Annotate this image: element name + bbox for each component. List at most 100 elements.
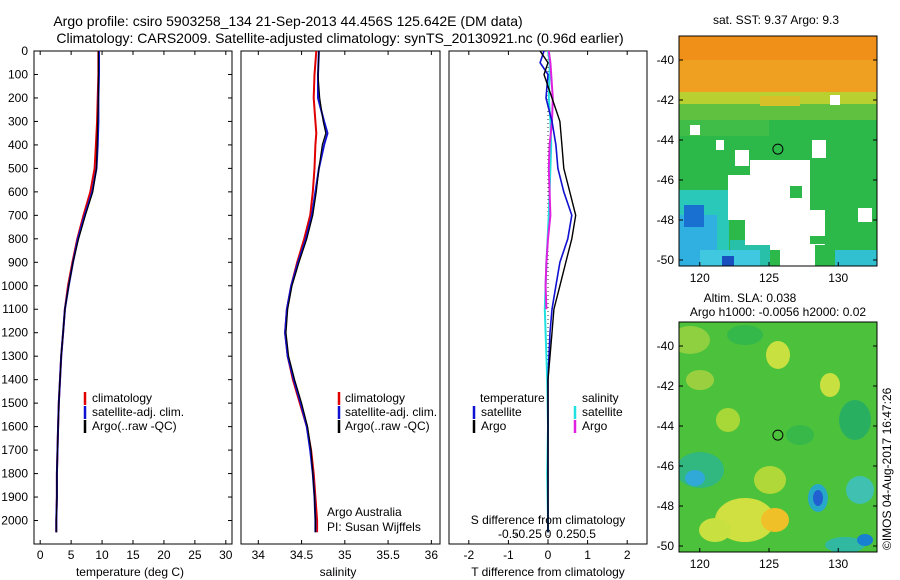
lon-tick-label: 120	[690, 271, 710, 285]
temperature-argo-line	[55, 51, 100, 533]
pi-label: PI: Susan Wijffels	[327, 520, 421, 534]
x-tick-label: 2	[624, 548, 631, 562]
lat-tick-label: -42	[657, 93, 675, 107]
s-difference-tick-label: 0.5	[579, 527, 596, 541]
x-tick-label: 25	[188, 548, 202, 562]
x-tick-label: 34	[252, 548, 266, 562]
depth-tick-label: 900	[8, 255, 28, 269]
lat-tick-label: -50	[657, 539, 675, 553]
legend-title-temperature: temperature	[480, 391, 545, 405]
sst-map-frame	[678, 35, 878, 267]
legend-label-s-satellite: satellite	[582, 405, 623, 419]
legend-label-satellite: satellite-adj. clim.	[345, 405, 437, 419]
lat-tick-label: -44	[657, 133, 675, 147]
sst-map-title: sat. SST: 9.37 Argo: 9.3	[713, 13, 839, 27]
legend-label-t-satellite: satellite	[481, 405, 522, 419]
temperature-axis-label: temperature (deg C)	[76, 565, 184, 579]
x-tick-label: 35.5	[376, 548, 400, 562]
depth-tick-label: 100	[8, 67, 28, 81]
legend-label-s-argo: Argo	[582, 419, 608, 433]
depth-tick-label: 500	[8, 161, 28, 175]
lon-tick-label: 125	[759, 271, 779, 285]
temperature-plot-frame	[33, 50, 233, 545]
s-difference-tick-label: -0.5	[498, 527, 519, 541]
legend-label-satellite: satellite-adj. clim.	[92, 405, 184, 419]
t-difference-axis-label: T difference from climatology	[471, 565, 625, 579]
depth-tick-label: 1100	[2, 302, 28, 316]
temperature-panel: 0100200300400500600700800900100011001200…	[1, 44, 647, 579]
sla-map-subtitle: Argo h1000: -0.0056 h2000: 0.02	[690, 305, 866, 319]
lat-tick-label: -40	[657, 339, 675, 353]
legend-label-argo: Argo(..raw -QC)	[345, 419, 430, 433]
lon-tick-label: 130	[828, 271, 848, 285]
x-tick-label: -1	[503, 548, 514, 562]
t-difference-argo-line	[539, 51, 577, 533]
temperature-diff-legend: temperature satellite Argo	[472, 391, 545, 433]
sst-map-field	[679, 36, 877, 266]
x-tick-label: 30	[219, 548, 233, 562]
x-tick-label: -2	[463, 548, 474, 562]
argo-location-marker	[772, 429, 784, 441]
lat-tick-label: -44	[657, 419, 675, 433]
sst-map-lat-labels: -40 -42 -44 -46 -48 -50	[657, 53, 877, 267]
depth-tick-label: 1900	[1, 490, 28, 504]
legend-label-argo: Argo(..raw -QC)	[92, 419, 177, 433]
x-tick-label: 1	[584, 548, 591, 562]
lat-tick-label: -46	[657, 459, 675, 473]
s-difference-tick-label: 0	[545, 527, 552, 541]
figure-title-line2: Climatology: CARS2009. Satellite-adjuste…	[56, 30, 623, 46]
argo-australia-label: Argo Australia	[327, 505, 402, 519]
lat-tick-label: -48	[657, 499, 675, 513]
depth-tick-label: 200	[8, 91, 28, 105]
sla-map-panel: Altim. SLA: 0.038 Argo h1000: -0.0056 h2…	[657, 291, 878, 571]
imos-timestamp-label: ©IMOS 04-Aug-2017 16:47:26	[880, 387, 894, 550]
salinity-axis-label: salinity	[320, 565, 357, 579]
sla-map-title: Altim. SLA: 0.038	[704, 291, 797, 305]
salinity-plot-frame	[240, 50, 441, 545]
x-tick-label: 34.5	[290, 548, 314, 562]
depth-tick-label: 1200	[1, 326, 28, 340]
depth-tick-label: 300	[8, 114, 28, 128]
depth-tick-label: 400	[8, 138, 28, 152]
s-difference-argo-line	[544, 51, 554, 310]
depth-tick-label: 1300	[1, 349, 28, 363]
s-difference-tick-labels: -0.5-0.25 0 0.25 0.5	[498, 527, 596, 541]
temperature-legend: climatology satellite-adj. clim. Argo(..…	[83, 391, 184, 433]
sst-map-panel: sat. SST: 9.37 Argo: 9.3	[657, 13, 878, 285]
x-tick-label: 35	[338, 548, 352, 562]
s-difference-tick-label: 0.25	[556, 527, 580, 541]
depth-tick-label: 700	[8, 208, 28, 222]
legend-label-t-argo: Argo	[481, 419, 507, 433]
lon-tick-label: 125	[759, 557, 779, 571]
sla-map-lon-labels: 120 125 130	[690, 548, 849, 571]
lon-tick-label: 120	[690, 557, 710, 571]
salinity-argo-line	[285, 51, 327, 533]
depth-tick-label: 2000	[1, 514, 28, 528]
argo-location-marker	[772, 143, 784, 155]
sla-map-lat-labels: -40 -42 -44 -46 -48 -50	[657, 339, 877, 553]
x-tick-label: 20	[157, 548, 171, 562]
x-tick-label: 0	[37, 548, 44, 562]
depth-tick-label: 1000	[1, 279, 28, 293]
x-tick-label: 15	[126, 548, 140, 562]
depth-tick-label: 0	[21, 44, 28, 58]
s-difference-axis-label: S difference from climatology	[471, 513, 626, 527]
temperature-tick-labels: 0 5 10 15 20 25 30	[37, 51, 233, 562]
depth-tick-label: 1500	[1, 396, 28, 410]
salinity-tick-labels: 34 34.5 35 35.5 36	[252, 51, 438, 562]
s-difference-tick-label: -0.25	[515, 527, 543, 541]
lat-tick-label: -48	[657, 213, 675, 227]
legend-label-climatology: climatology	[345, 391, 405, 405]
salinity-legend: climatology satellite-adj. clim. Argo(..…	[337, 391, 437, 433]
x-tick-label: 0	[545, 548, 552, 562]
lat-tick-label: -40	[657, 53, 675, 67]
legend-title-salinity: salinity	[582, 391, 619, 405]
lon-tick-label: 130	[828, 557, 848, 571]
legend-label-climatology: climatology	[92, 391, 152, 405]
lat-tick-label: -50	[657, 253, 675, 267]
difference-panel: -2 -1 0 1 2 -0.5-0.25 0 0.25 0.5 temperature sa…	[448, 50, 648, 579]
depth-tick-label: 1400	[1, 373, 28, 387]
depth-tick-label: 800	[8, 232, 28, 246]
sla-map-field	[679, 322, 877, 552]
